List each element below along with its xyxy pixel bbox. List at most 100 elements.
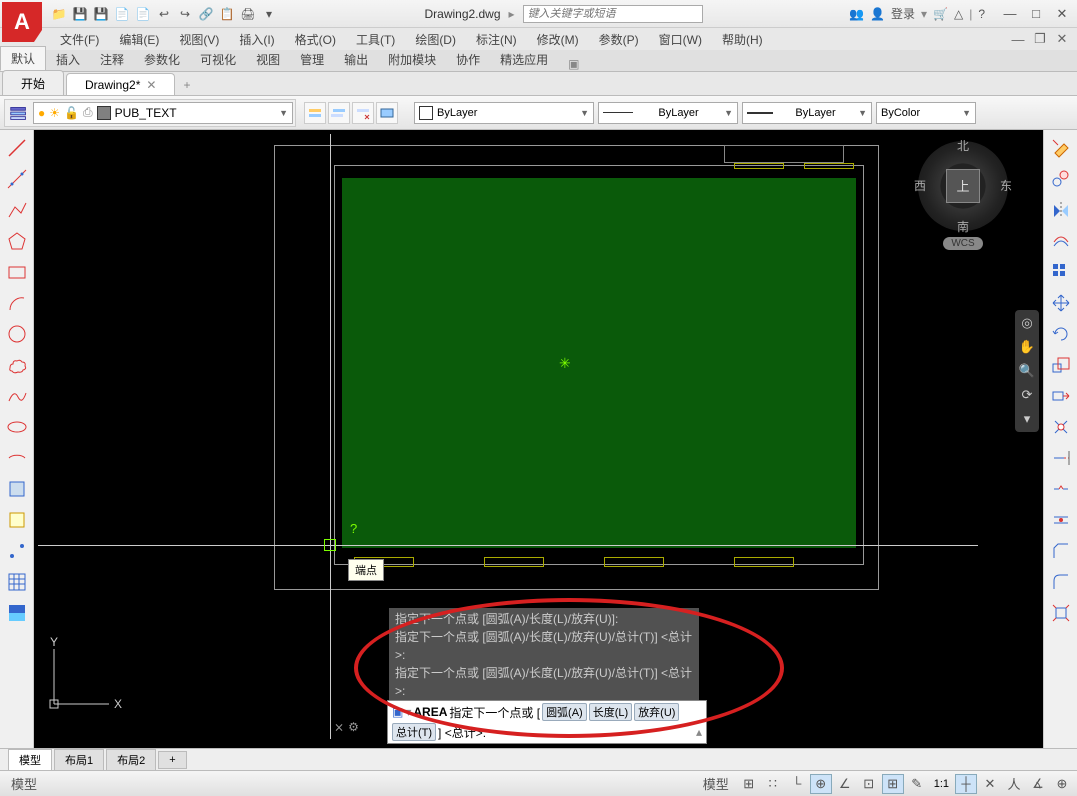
layout-tab[interactable]: 布局1 — [54, 749, 104, 771]
menu-窗口(W)[interactable]: 窗口(W) — [649, 28, 712, 51]
ribbon-tab[interactable]: 视图 — [246, 48, 290, 71]
share-icon[interactable]: △ — [954, 7, 963, 21]
vc-south[interactable]: 南 — [957, 218, 969, 235]
rotate-tool[interactable] — [1046, 319, 1076, 349]
line-tool[interactable] — [2, 133, 32, 163]
search-input[interactable] — [523, 5, 703, 23]
cmd-option[interactable]: 长度(L) — [589, 703, 632, 721]
ellipsearc-tool[interactable] — [2, 443, 32, 473]
cmd-option[interactable]: 圆弧(A) — [542, 703, 587, 721]
mdi-minimize[interactable]: — — [1009, 31, 1027, 47]
layout-tab[interactable]: 模型 — [8, 749, 52, 771]
status-toggle-12[interactable]: ⊕ — [1051, 774, 1073, 794]
color-dropdown[interactable]: ByLayer ▼ — [414, 102, 594, 124]
help-icon[interactable]: ? — [978, 7, 985, 21]
status-toggle-10[interactable]: 人 — [1003, 774, 1025, 794]
qat-more-icon[interactable]: ▾ — [260, 5, 278, 23]
mdi-restore[interactable]: ❐ — [1031, 31, 1049, 47]
array-tool[interactable] — [1046, 257, 1076, 287]
hatch-tool[interactable] — [2, 567, 32, 597]
status-toggle-3[interactable]: ⊕ — [810, 774, 832, 794]
status-model[interactable]: 模型 — [696, 774, 736, 794]
signin-icon[interactable]: 👤 — [870, 7, 885, 21]
status-toggle-8[interactable]: ┼ — [955, 774, 977, 794]
cmdline-close-icon[interactable]: ⨯ — [334, 720, 344, 734]
command-input[interactable]: ▣ ▾ AREA 指定下一个点或 [圆弧(A) 长度(L) 放弃(U) 总计(T… — [387, 700, 707, 744]
cmdline-opts-icon[interactable]: ⚙ — [348, 720, 359, 734]
cmd-option[interactable]: 总计(T) — [392, 723, 436, 741]
linetype-dropdown[interactable]: ByLayer ▼ — [598, 102, 738, 124]
vc-west[interactable]: 西 — [914, 177, 926, 194]
polyline-tool[interactable] — [2, 195, 32, 225]
circle-tool[interactable] — [2, 319, 32, 349]
status-toggle-6[interactable]: ⊞ — [882, 774, 904, 794]
status-toggle-9[interactable]: ✕ — [979, 774, 1001, 794]
qat-print-icon[interactable]: 🖨 — [239, 5, 257, 23]
qat-link-icon[interactable]: 🔗 — [197, 5, 215, 23]
close-button[interactable]: ✕ — [1053, 6, 1071, 22]
ribbon-tab[interactable]: 附加模块 — [378, 48, 446, 71]
erase-tool[interactable] — [1046, 133, 1076, 163]
explode-tool[interactable] — [1046, 598, 1076, 628]
break-tool[interactable] — [1046, 474, 1076, 504]
revcloud-tool[interactable] — [2, 350, 32, 380]
copy-tool[interactable] — [1046, 164, 1076, 194]
status-toggle-2[interactable]: └ — [786, 774, 808, 794]
cmd-option[interactable]: 放弃(U) — [634, 703, 679, 721]
status-toggle-5[interactable]: ⊡ — [858, 774, 880, 794]
nav-orbit-icon[interactable]: ⟳ — [1018, 386, 1036, 404]
mirror-tool[interactable] — [1046, 195, 1076, 225]
status-scale[interactable]: 1:1 — [930, 778, 953, 790]
ribbon-tab[interactable]: 输出 — [334, 48, 378, 71]
layout-tab[interactable]: 布局2 — [106, 749, 156, 771]
drawing-canvas[interactable]: ✳?端点XY 北 东 南 西 上 WCS ◎ ✋ 🔍 ⟳ ▾ 指定下一个点或 [… — [34, 130, 1043, 748]
viewcube[interactable]: 北 东 南 西 上 WCS — [913, 140, 1013, 250]
nav-pan-icon[interactable]: ✋ — [1018, 338, 1036, 356]
signin-label[interactable]: 登录 — [891, 5, 915, 22]
qat-save-icon[interactable]: 💾 — [71, 5, 89, 23]
extend-tool[interactable] — [1046, 443, 1076, 473]
vc-top-face[interactable]: 上 — [946, 169, 980, 203]
join-tool[interactable] — [1046, 505, 1076, 535]
polygon-tool[interactable] — [2, 226, 32, 256]
nav-wheel-icon[interactable]: ◎ — [1018, 314, 1036, 332]
status-toggle-11[interactable]: ∡ — [1027, 774, 1049, 794]
ribbon-tab[interactable]: 插入 — [46, 48, 90, 71]
scale-tool[interactable] — [1046, 350, 1076, 380]
qat-undo-icon[interactable]: ↩ — [155, 5, 173, 23]
menu-帮助(H)[interactable]: 帮助(H) — [712, 28, 773, 51]
gradient-tool[interactable] — [2, 598, 32, 628]
minimize-button[interactable]: — — [1001, 6, 1019, 22]
ucs-icon[interactable]: XY — [44, 634, 124, 718]
ribbon-tab[interactable]: 参数化 — [134, 48, 190, 71]
nav-more-icon[interactable]: ▾ — [1018, 410, 1036, 428]
offset-tool[interactable] — [1046, 226, 1076, 256]
rectangle-tool[interactable] — [2, 257, 32, 287]
status-toggle-1[interactable]: ∷ — [762, 774, 784, 794]
nav-zoom-icon[interactable]: 🔍 — [1018, 362, 1036, 380]
document-tab[interactable]: Drawing2*✕ — [66, 73, 175, 95]
status-toggle-4[interactable]: ∠ — [834, 774, 856, 794]
block-tool[interactable] — [2, 474, 32, 504]
qat-open-icon[interactable]: 📁 — [50, 5, 68, 23]
wcs-badge[interactable]: WCS — [943, 237, 982, 250]
layer-tool-3[interactable] — [352, 102, 374, 124]
ribbon-tab[interactable]: 协作 — [446, 48, 490, 71]
cart-icon[interactable]: 🛒 — [933, 7, 948, 21]
fillet-tool[interactable] — [1046, 567, 1076, 597]
ribbon-tab[interactable]: 注释 — [90, 48, 134, 71]
trim-tool[interactable] — [1046, 412, 1076, 442]
chamfer-tool[interactable] — [1046, 536, 1076, 566]
qat-saveas-icon[interactable]: 💾 — [92, 5, 110, 23]
point-tool[interactable] — [2, 536, 32, 566]
arc-tool[interactable] — [2, 288, 32, 318]
layer-tool-2[interactable] — [328, 102, 350, 124]
spline-tool[interactable] — [2, 381, 32, 411]
tab-close-icon[interactable]: ✕ — [146, 78, 156, 92]
qat-plot-icon[interactable]: 📄 — [134, 5, 152, 23]
ribbon-tab[interactable]: 管理 — [290, 48, 334, 71]
xline-tool[interactable] — [2, 164, 32, 194]
ellipse-tool[interactable] — [2, 412, 32, 442]
mdi-close[interactable]: ✕ — [1053, 31, 1071, 47]
plotstyle-dropdown[interactable]: ByColor ▼ — [876, 102, 976, 124]
